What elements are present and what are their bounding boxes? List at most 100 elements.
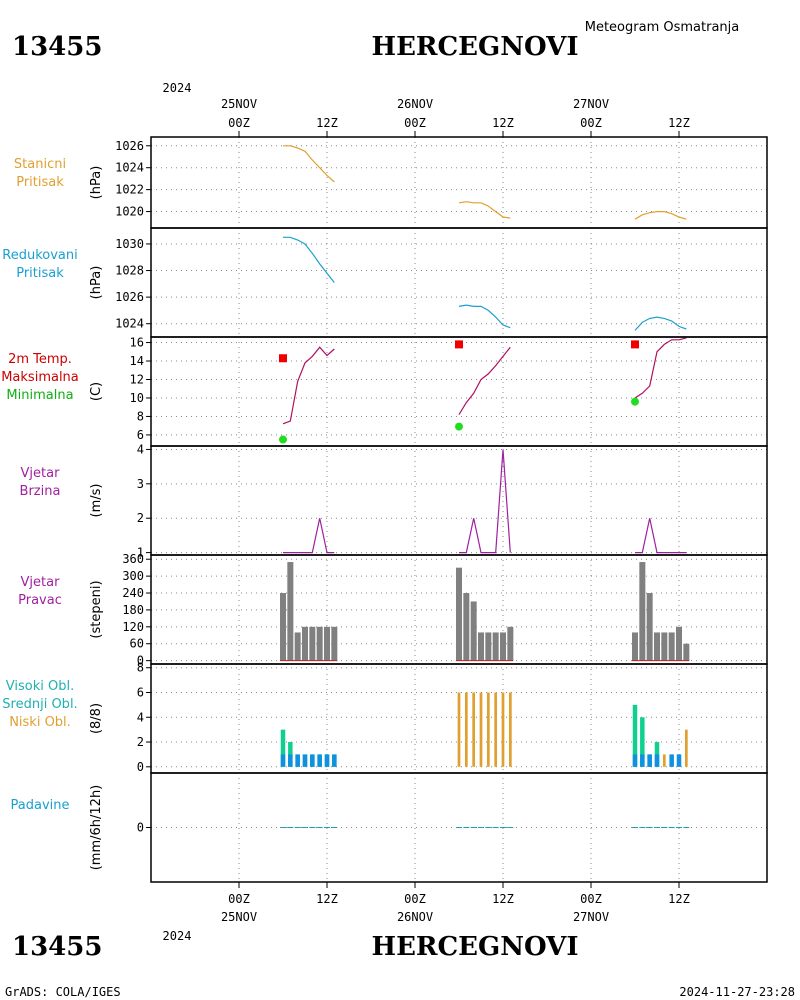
panel-label: 2m Temp. — [8, 352, 72, 367]
bar — [279, 593, 287, 661]
y-tick-label: 12 — [130, 372, 144, 386]
series-line — [634, 316, 687, 331]
unit-label: (C) — [89, 382, 104, 401]
y-tick-label: 0 — [137, 821, 144, 835]
bottom-time-label: 12Z — [668, 892, 690, 906]
panel-label: Redukovani — [2, 248, 77, 263]
top-date-label: 26NOV — [397, 97, 433, 111]
panel-label: Pritisak — [16, 266, 64, 281]
bar — [492, 632, 499, 661]
top-time-axis: 25NOV 00Z 12Z 26NOV 00Z 12Z 27NOV 00Z 12Z — [221, 97, 690, 137]
y-tick-label: 6 — [137, 685, 144, 699]
cloud-bar — [295, 754, 300, 767]
series-line — [458, 346, 511, 415]
cloud-bar — [310, 754, 315, 767]
y-tick-label: 14 — [130, 354, 144, 368]
bar — [661, 632, 668, 661]
cloud-bar — [464, 692, 468, 767]
panel-label: Niski Obl. — [9, 715, 71, 730]
y-tick-label: 1030 — [115, 237, 144, 251]
panel-frame — [150, 227, 768, 338]
cloud-bar — [317, 754, 322, 767]
bar — [287, 562, 294, 661]
y-tick-label: 0 — [137, 654, 144, 668]
bottom-time-label: 00Z — [580, 892, 602, 906]
panel-label: Stanicni — [14, 157, 66, 172]
bar — [668, 632, 675, 661]
panel-label: Vjetar — [21, 575, 61, 590]
cloud-bar — [632, 704, 638, 767]
footer-credit: GrADS: COLA/IGES — [5, 985, 121, 999]
cloud-bar — [669, 754, 674, 767]
bar — [455, 567, 463, 661]
bar — [463, 593, 470, 661]
bar — [683, 643, 690, 661]
panel-label: Vjetar — [21, 466, 61, 481]
y-tick-label: 4 — [137, 710, 144, 724]
panel-1: 1020 1022 1024 1026 Stanicni Pritisak (hPa) — [14, 136, 768, 229]
station-name-bottom: HERCEGNOVI — [372, 932, 579, 962]
cloud-bar — [324, 754, 330, 767]
y-tick-label: 16 — [130, 336, 144, 350]
bottom-time-label: 12Z — [492, 892, 514, 906]
cloud-bar — [472, 692, 476, 767]
top-time-label: 00Z — [404, 116, 426, 130]
panel-frame — [150, 136, 768, 229]
unit-label: (hPa) — [89, 166, 104, 200]
top-year: 2024 — [163, 81, 192, 95]
panel-label: Maksimalna — [1, 370, 79, 385]
y-tick-label: 6 — [137, 428, 144, 442]
cloud-bar — [479, 692, 483, 767]
bar — [499, 632, 507, 661]
unit-label: (hPa) — [89, 266, 104, 300]
bar — [507, 626, 514, 661]
bar — [331, 626, 338, 661]
panel-3: 6 8 10 12 14 16 2m Temp. Maksimalna Minimalna (C) — [1, 336, 768, 447]
cloud-bar — [508, 692, 512, 767]
bottom-time-label: 12Z — [316, 892, 338, 906]
cloud-bar — [457, 692, 461, 767]
y-tick-label: 0 — [137, 760, 144, 774]
top-date-label: 25NOV — [221, 97, 257, 111]
y-tick-label: 1024 — [115, 161, 144, 175]
y-tick-label: 300 — [122, 569, 144, 583]
y-tick-label: 2 — [137, 735, 144, 749]
station-id-bottom: 13455 — [12, 932, 102, 962]
bottom-year: 2024 — [163, 929, 192, 943]
unit-label: (stepeni) — [89, 580, 104, 638]
bar — [294, 632, 301, 661]
y-tick-label: 1 — [137, 546, 144, 560]
top-date-label: 27NOV — [573, 97, 609, 111]
top-time-label: 12Z — [492, 116, 514, 130]
bar — [646, 593, 653, 661]
cloud-bar — [640, 754, 645, 767]
unit-label: (mm/6h/12h) — [89, 785, 104, 871]
unit-label: (m/s) — [89, 484, 104, 518]
max-temp-marker — [631, 340, 639, 349]
top-time-label: 12Z — [316, 116, 338, 130]
bottom-time-axis: 25NOV 00Z 12Z 26NOV 00Z 12Z 27NOV 00Z 12Z — [221, 882, 690, 924]
cloud-bar — [280, 729, 286, 767]
cloud-bar — [632, 754, 638, 767]
max-temp-marker — [279, 354, 287, 363]
cloud-bar — [654, 754, 660, 767]
cloud-bar — [302, 754, 308, 767]
min-temp-marker — [455, 422, 463, 431]
bar — [316, 626, 323, 661]
bar — [675, 626, 683, 661]
y-tick-label: 240 — [122, 586, 144, 600]
panel-frame — [150, 772, 768, 883]
top-time-label: 00Z — [228, 116, 250, 130]
panel-label: Padavine — [11, 798, 70, 813]
meteogram-subtitle: Meteogram Osmatranja — [585, 20, 739, 35]
unit-label: (8/8) — [89, 703, 104, 734]
y-tick-label: 1026 — [115, 139, 144, 153]
y-tick-label: 2 — [137, 511, 144, 525]
panel-label: Visoki Obl. — [6, 679, 74, 694]
cloud-bar — [288, 754, 293, 767]
panel-label: Pritisak — [16, 175, 64, 190]
bottom-time-label: 00Z — [228, 892, 250, 906]
cloud-bar — [676, 754, 682, 767]
bar — [309, 626, 316, 661]
